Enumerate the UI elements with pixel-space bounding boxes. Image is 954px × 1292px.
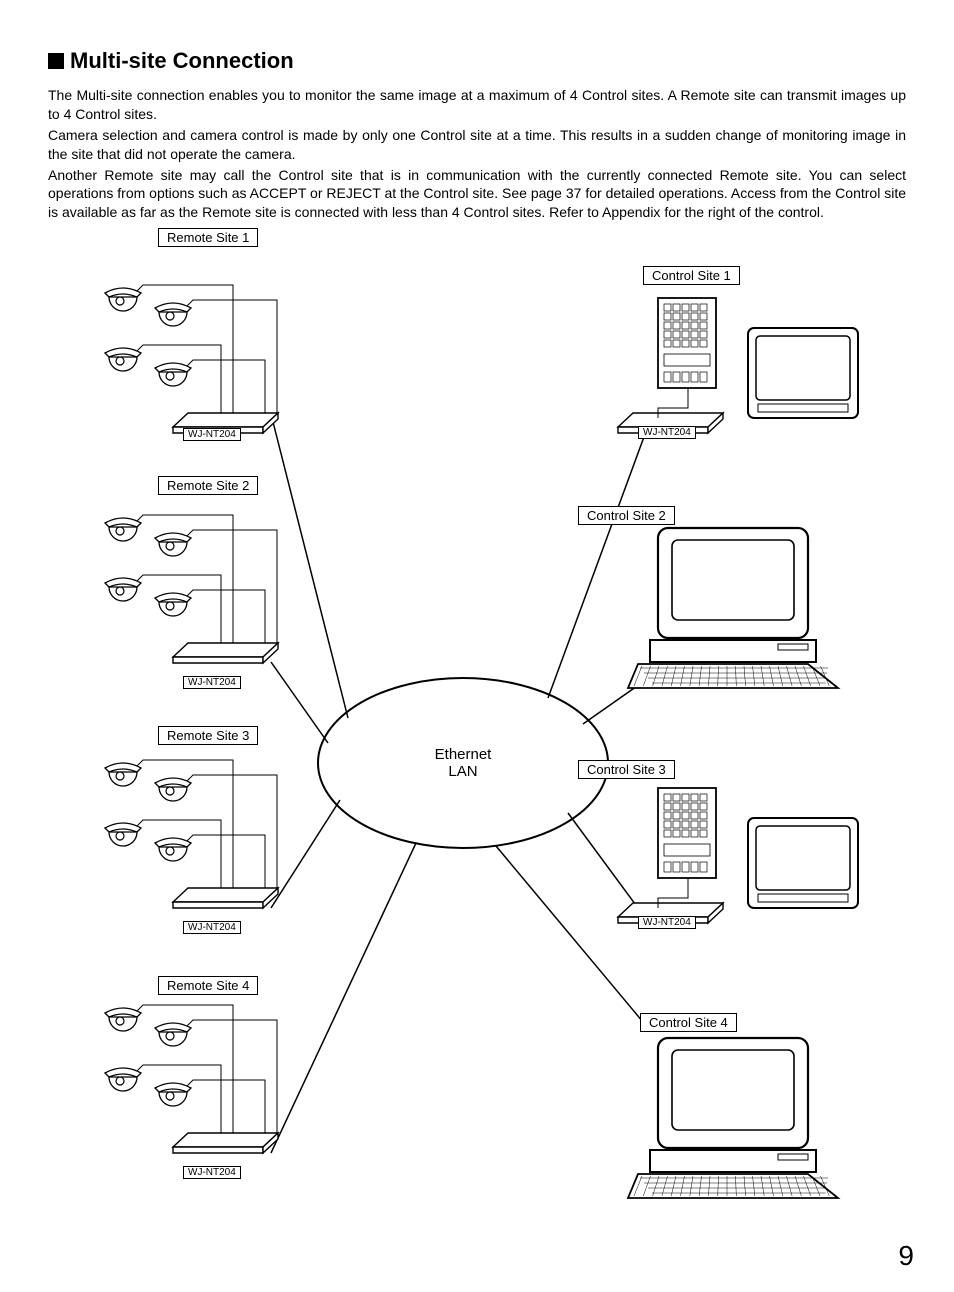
paragraph: The Multi-site connection enables you to… [48,86,906,124]
device-label: WJ-NT204 [638,426,696,439]
title-text: Multi-site Connection [70,48,294,73]
device-label: WJ-NT204 [183,1166,241,1179]
network-diagram: Ethernet LAN Remote Site 1 WJ-NT204 Remote… [48,228,906,1228]
remote-site-label: Remote Site 1 [158,228,258,247]
paragraph: Camera selection and camera control is m… [48,126,906,164]
control-site-icon [628,528,838,688]
device-label: WJ-NT204 [638,916,696,929]
body-text: The Multi-site connection enables you to… [48,86,906,222]
control-site-label: Control Site 2 [578,506,675,525]
square-bullet-icon [48,53,64,69]
hub-label-line1: Ethernet [435,746,492,763]
remote-site-icon [105,515,278,663]
paragraph: Another Remote site may call the Control… [48,166,906,223]
hub-label-line2: LAN [448,763,477,780]
remote-site-icons [105,285,278,1153]
remote-site-icon [105,760,278,908]
device-label: WJ-NT204 [183,676,241,689]
remote-site-label: Remote Site 3 [158,726,258,745]
control-site-icon [628,1038,838,1198]
control-site-icon [618,298,858,433]
hub-label: Ethernet LAN [435,746,492,780]
remote-site-label: Remote Site 4 [158,976,258,995]
remote-site-icon [105,1005,278,1153]
device-label: WJ-NT204 [183,428,241,441]
control-site-icon [618,788,858,923]
control-site-label: Control Site 4 [640,1013,737,1032]
remote-site-icon [105,285,278,433]
remote-site-label: Remote Site 2 [158,476,258,495]
page-title: Multi-site Connection [48,48,906,74]
page: Multi-site Connection The Multi-site con… [0,0,954,1292]
page-number: 9 [898,1240,914,1272]
device-label: WJ-NT204 [183,921,241,934]
control-site-label: Control Site 1 [643,266,740,285]
control-site-label: Control Site 3 [578,760,675,779]
